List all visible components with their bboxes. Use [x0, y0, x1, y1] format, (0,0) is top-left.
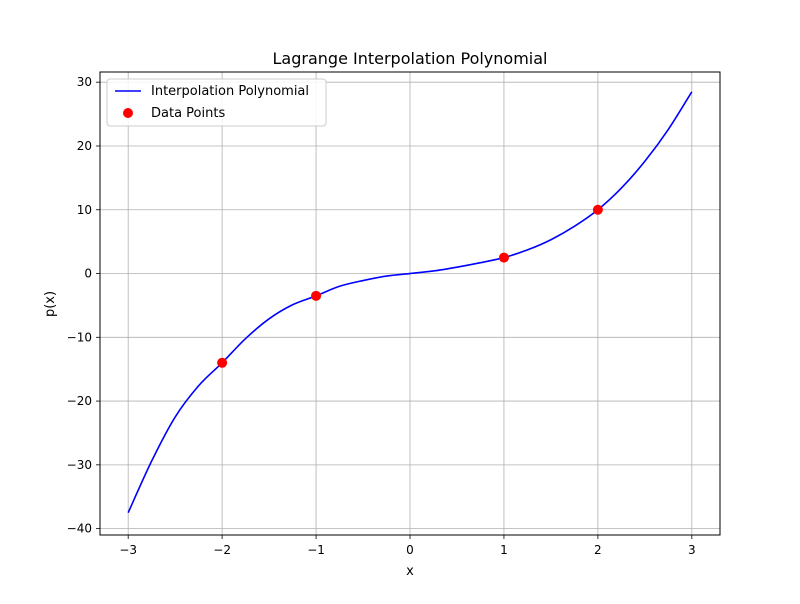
x-axis-label: x [406, 564, 414, 579]
y-tick-label: −20 [67, 394, 92, 408]
data-point-marker [217, 357, 228, 368]
y-tick-label: −30 [67, 458, 92, 472]
y-tick-label: −10 [67, 330, 92, 344]
y-tick-label: 20 [77, 139, 92, 153]
x-tick-label: 3 [688, 543, 696, 557]
y-tick-label: 30 [77, 75, 92, 89]
y-tick-label: −40 [67, 522, 92, 536]
x-tick-label: 1 [500, 543, 508, 557]
data-point-marker [498, 252, 509, 263]
x-tick-label: −2 [213, 543, 231, 557]
legend-label: Data Points [151, 106, 225, 121]
x-tick-label: 2 [594, 543, 602, 557]
legend-box [106, 78, 327, 127]
y-axis-label: p(x) [43, 291, 58, 317]
data-point-marker [592, 204, 603, 215]
chart-title: Lagrange Interpolation Polynomial [273, 49, 548, 68]
legend: Interpolation Polynomial Data Points [106, 78, 327, 127]
series-layer [127, 91, 693, 514]
y-tick-label: 10 [77, 203, 92, 217]
x-tick-label: 0 [406, 543, 414, 557]
legend-marker-swatch [123, 108, 133, 118]
x-tick-label: −1 [307, 543, 325, 557]
y-tick-label: 0 [84, 267, 92, 281]
legend-label: Interpolation Polynomial [151, 84, 309, 99]
data-point-marker [311, 290, 322, 301]
x-tick-label: −3 [119, 543, 137, 557]
grid-layer [100, 72, 720, 535]
